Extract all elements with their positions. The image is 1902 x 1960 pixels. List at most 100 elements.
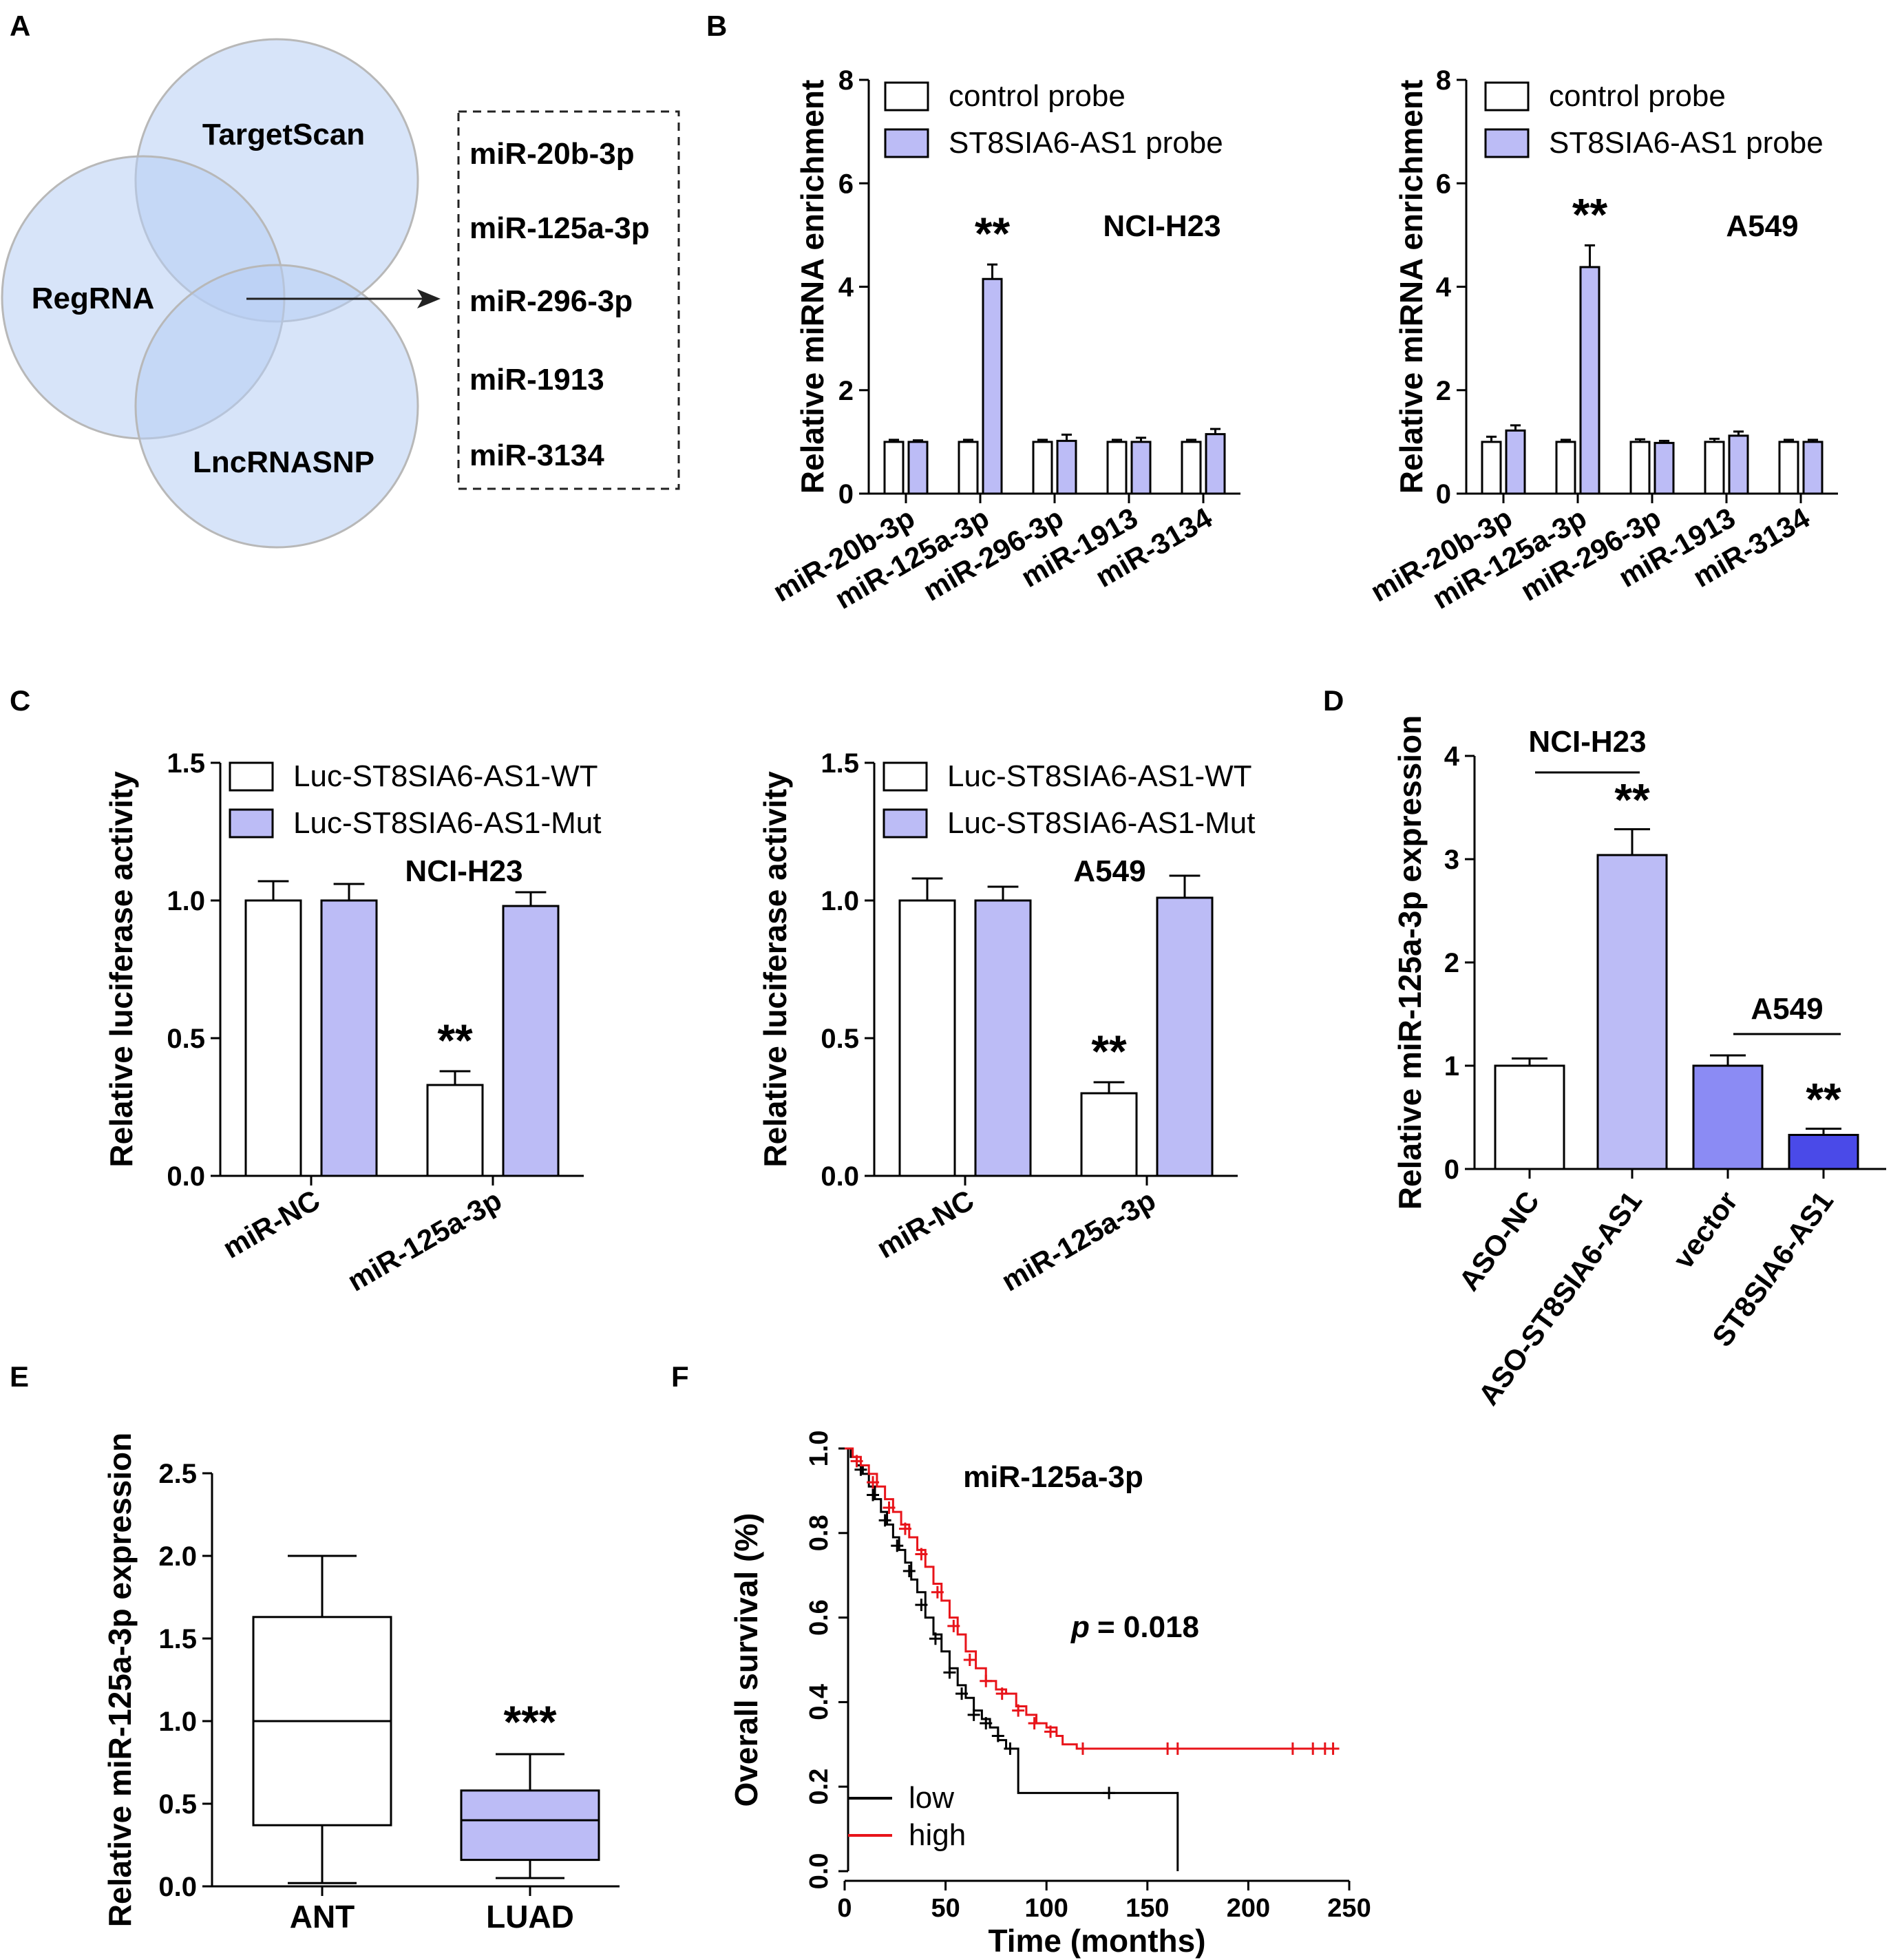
- censor-mark: [850, 1455, 863, 1468]
- y-tick-label: 1.0: [167, 886, 205, 916]
- censor-mark: [1004, 1742, 1017, 1755]
- mirna-list-item: miR-296-3p: [469, 284, 633, 318]
- venn-circle-lncrnasnp: [134, 264, 419, 549]
- bar: [1778, 441, 1799, 495]
- legend-swatch: [884, 128, 929, 158]
- y-axis-title: Relative miRNA enrichment: [794, 80, 830, 494]
- y-tick-label: 2: [1444, 948, 1459, 978]
- censor-mark: [867, 1488, 880, 1501]
- legend-swatch: [884, 81, 929, 112]
- bar: [1156, 896, 1214, 1177]
- chart-title: miR-125a-3p: [963, 1460, 1143, 1494]
- y-tick-label: 1.5: [167, 748, 205, 779]
- censor-mark: [898, 1522, 911, 1535]
- bar: [1494, 1064, 1565, 1170]
- bar: [1788, 1134, 1859, 1170]
- y-tick-label: 2: [838, 376, 854, 406]
- bar: [1056, 439, 1077, 495]
- censor-mark: [931, 1585, 944, 1599]
- censor-mark: [878, 1514, 891, 1527]
- bar: [1728, 434, 1749, 495]
- legend-label: low: [909, 1781, 954, 1815]
- bar: [244, 899, 302, 1177]
- y-tick-label: 1.0: [821, 886, 859, 916]
- bar: [1704, 441, 1725, 495]
- x-tick-label: miR-NC: [871, 1183, 980, 1265]
- y-tick-label: 0.2: [805, 1769, 834, 1805]
- venn-label-lncrnasnp: LncRNASNP: [193, 445, 374, 479]
- legend-label: ST8SIA6-AS1 probe: [1549, 126, 1824, 160]
- bar: [1653, 441, 1675, 495]
- bar: [1505, 429, 1526, 495]
- y-tick-label: 1.5: [158, 1624, 197, 1654]
- censor-mark: [1012, 1704, 1025, 1717]
- y-tick-label: 8: [838, 65, 854, 96]
- censor-mark: [980, 1674, 993, 1687]
- bar: [958, 441, 979, 495]
- x-tick-label: 100: [1024, 1894, 1068, 1923]
- bar: [426, 1084, 484, 1177]
- mirna-list-item: miR-3134: [469, 439, 604, 472]
- censor-mark: [980, 1717, 993, 1730]
- bar: [1106, 441, 1128, 495]
- significance-marker: **: [975, 208, 1011, 259]
- x-axis-title: Time (months): [988, 1923, 1205, 1959]
- legend-label: high: [909, 1818, 966, 1852]
- y-tick-label: 1.0: [805, 1431, 834, 1467]
- censor-mark: [1044, 1725, 1057, 1738]
- y-tick-label: 1: [1444, 1051, 1459, 1082]
- mirna-list-item: miR-1913: [469, 363, 604, 397]
- y-tick-label: 6: [1436, 169, 1451, 199]
- y-tick-label: 2.0: [158, 1541, 197, 1572]
- significance-marker: ***: [503, 1696, 556, 1747]
- y-tick-label: 0: [1436, 479, 1451, 509]
- group-label: A549: [1751, 992, 1823, 1026]
- bar: [1629, 441, 1651, 495]
- y-tick-label: 0.5: [821, 1024, 859, 1054]
- mirna-list-item: miR-20b-3p: [469, 137, 635, 171]
- y-tick-label: 3: [1444, 845, 1459, 875]
- panel-letter-c: C: [10, 684, 30, 717]
- bar: [502, 905, 560, 1177]
- y-tick-label: 0.0: [158, 1872, 197, 1902]
- chart-d: 0 1 2 3 4 Relative miR-125a-3p expression ASO-…: [1392, 715, 1886, 1411]
- y-tick-label: 1.5: [821, 748, 859, 779]
- bar: [1596, 854, 1668, 1170]
- group-label: NCI-H23: [1528, 725, 1646, 759]
- y-tick-label: 2: [1436, 376, 1451, 406]
- bar: [1481, 441, 1502, 495]
- mirna-list-box: [457, 110, 680, 490]
- venn-arrow-head: [417, 289, 441, 308]
- y-tick-label: 0.5: [158, 1789, 197, 1820]
- y-tick-label: 0: [1444, 1155, 1459, 1185]
- legend-label: Luc-ST8SIA6-AS1-WT: [947, 759, 1252, 793]
- y-tick-label: 0.0: [167, 1161, 205, 1192]
- y-tick-label: 1.0: [158, 1707, 197, 1737]
- significance-marker: **: [1091, 1026, 1127, 1077]
- x-tick-label: 50: [931, 1894, 960, 1923]
- y-axis-title: Relative miR-125a-3p expression: [102, 1433, 138, 1927]
- chart-title: A549: [1073, 854, 1145, 888]
- y-tick-label: 0.0: [805, 1853, 834, 1890]
- y-tick-label: 0: [838, 479, 854, 509]
- bar: [974, 899, 1032, 1177]
- bar: [907, 441, 929, 495]
- significance-marker: **: [1806, 1074, 1841, 1125]
- legend-label: control probe: [949, 79, 1126, 113]
- x-tick-label: 150: [1126, 1894, 1169, 1923]
- legend-label: Luc-ST8SIA6-AS1-Mut: [947, 806, 1256, 840]
- significance-marker: **: [1614, 774, 1650, 825]
- legend-label: control probe: [1549, 79, 1726, 113]
- venn-diagram: TargetScan RegRNA LncRNASNP miR-20b-3p m…: [1, 38, 680, 549]
- x-tick-label: LUAD: [486, 1899, 574, 1935]
- bar: [1181, 441, 1202, 495]
- censor-mark: [1307, 1742, 1320, 1755]
- chart-c-a549: 0.0 0.5 1.0 1.5 Relative luciferase activity…: [757, 748, 1256, 1298]
- legend-label: ST8SIA6-AS1 probe: [949, 126, 1223, 160]
- censor-mark: [963, 1654, 976, 1666]
- y-axis-title: Relative miR-125a-3p expression: [1392, 715, 1428, 1210]
- bar: [1579, 266, 1600, 495]
- y-tick-label: 0.6: [805, 1599, 834, 1636]
- box: [460, 1789, 600, 1862]
- x-tick-label: 200: [1227, 1894, 1270, 1923]
